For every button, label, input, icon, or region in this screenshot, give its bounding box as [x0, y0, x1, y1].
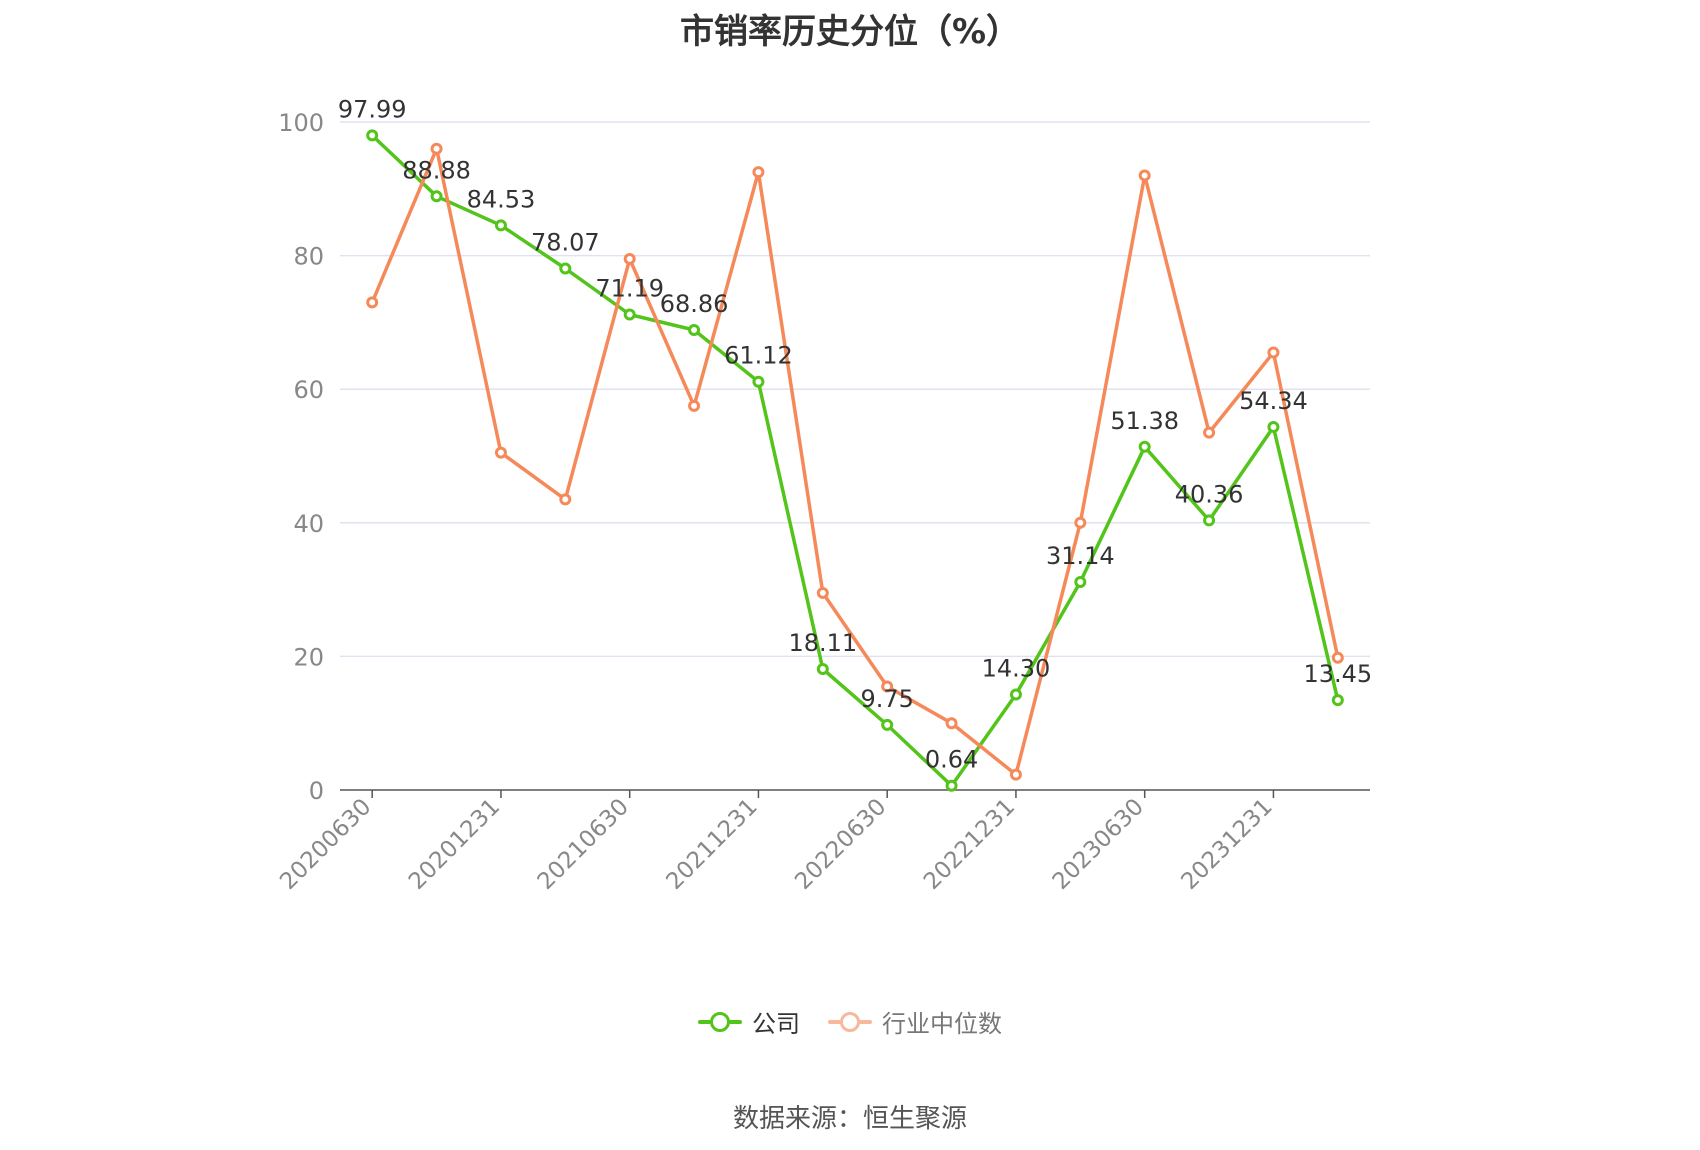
company-data-label: 40.36 [1175, 480, 1244, 508]
company-data-point [1074, 575, 1087, 588]
x-tick-label: 20221231 [919, 794, 1020, 895]
company-data-label: 78.07 [531, 228, 600, 256]
industry-median-data-point [366, 296, 379, 309]
y-tick-label: 60 [293, 376, 324, 404]
y-tick-label: 0 [309, 777, 324, 805]
company-data-point [1267, 421, 1280, 434]
company-data-point [430, 190, 443, 203]
industry-median-data-point [494, 446, 507, 459]
industry-median-data-point [1203, 426, 1216, 439]
chart-title: 市销率历史分位（%） [679, 12, 1021, 52]
company-data-label: 18.11 [788, 629, 857, 657]
industry-median-data-point [430, 142, 443, 155]
y-tick-label: 40 [293, 510, 324, 538]
company-data-point [945, 779, 958, 792]
company-data-point [1009, 688, 1022, 701]
company-data-label: 97.99 [338, 95, 407, 123]
industry-median-data-point [623, 252, 636, 265]
industry-median-data-point [1138, 169, 1151, 182]
company-data-point [816, 663, 829, 676]
legend-item-industry-median[interactable]: 行业中位数 [828, 1004, 1002, 1039]
legend-label-industry-median: 行业中位数 [882, 1010, 1002, 1038]
company-data-point [881, 718, 894, 731]
industry-median-data-point [752, 166, 765, 179]
legend-label-company: 公司 [752, 1010, 800, 1038]
industry-median-data-point [1009, 768, 1022, 781]
company-data-point [752, 375, 765, 388]
company-data-point [623, 308, 636, 321]
x-tick-label: 20200630 [275, 794, 376, 895]
x-tick-label: 20220630 [790, 794, 891, 895]
legend-item-company[interactable]: 公司 [698, 1004, 800, 1039]
company-data-label: 54.34 [1239, 387, 1308, 415]
chart-legend: 公司 行业中位数 [0, 1004, 1700, 1039]
company-data-label: 88.88 [402, 156, 471, 184]
company-data-point [1203, 514, 1216, 527]
company-data-point [366, 129, 379, 142]
company-data-label: 84.53 [467, 185, 536, 213]
industry-median-data-point [1074, 516, 1087, 529]
industry-median-data-point [1331, 651, 1344, 664]
industry-median-data-point [688, 399, 701, 412]
company-data-point [1138, 440, 1151, 453]
x-tick-label: 20210630 [533, 794, 634, 895]
industry-median-data-point [881, 680, 894, 693]
company-data-point [494, 219, 507, 232]
company-data-label: 0.64 [925, 746, 978, 774]
company-data-label: 51.38 [1110, 407, 1179, 435]
company-data-label: 13.45 [1303, 660, 1372, 688]
company-data-label: 9.75 [860, 685, 913, 713]
industry-median-series-line [370, 146, 1340, 777]
y-tick-label: 20 [293, 643, 324, 671]
x-tick-label: 20231231 [1177, 794, 1278, 895]
industry-median-data-point [945, 717, 958, 730]
y-tick-label: 100 [278, 109, 324, 137]
industry-median-data-point [816, 586, 829, 599]
data-source: 数据来源：恒生聚源 [732, 1104, 967, 1134]
company-data-label: 14.30 [982, 654, 1051, 682]
company-data-label: 71.19 [595, 274, 664, 302]
x-tick-label: 20211231 [662, 794, 763, 895]
legend-company-marker-icon [698, 1011, 742, 1032]
x-tick-label: 20230630 [1048, 794, 1149, 895]
company-series-line [370, 134, 1340, 788]
company-data-label: 31.14 [1046, 542, 1115, 570]
company-data-point [1331, 694, 1344, 707]
industry-median-data-point [1267, 346, 1280, 359]
x-tick-label: 20201231 [404, 794, 505, 895]
legend-industry-marker-icon [828, 1011, 872, 1032]
company-data-point [688, 324, 701, 337]
company-data-point [559, 262, 572, 275]
company-data-label: 68.86 [660, 290, 729, 318]
y-tick-label: 80 [293, 243, 324, 271]
company-data-label: 61.12 [724, 342, 793, 370]
industry-median-data-point [559, 493, 572, 506]
